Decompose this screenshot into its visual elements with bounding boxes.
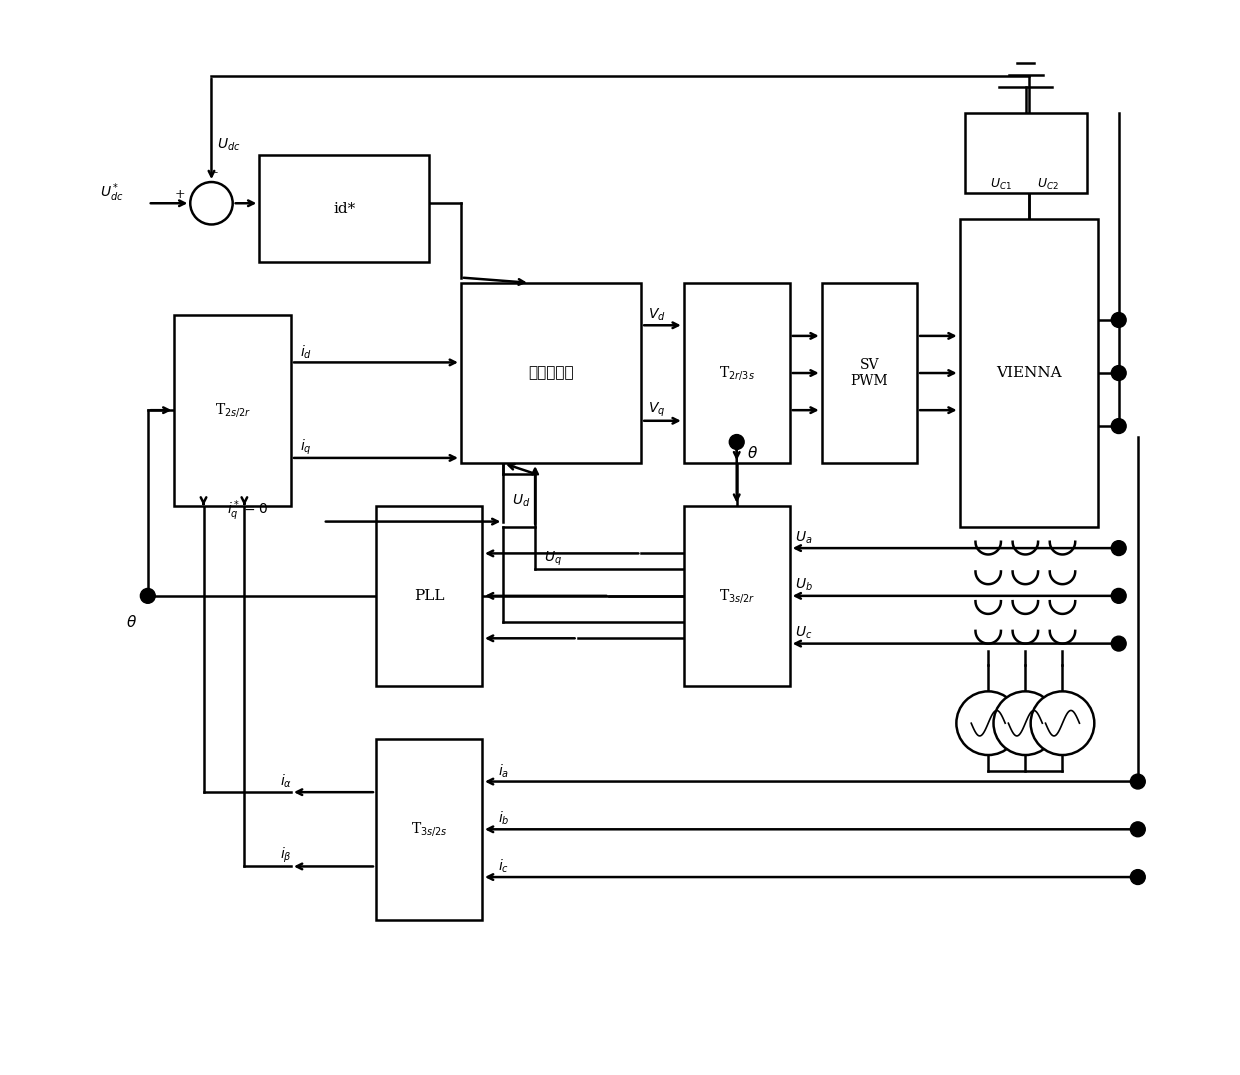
FancyBboxPatch shape [376,505,482,686]
Text: $U_q$: $U_q$ [543,549,562,568]
FancyBboxPatch shape [461,283,641,463]
Circle shape [1111,588,1126,603]
FancyBboxPatch shape [175,315,291,505]
FancyBboxPatch shape [822,283,918,463]
Text: $V_q$: $V_q$ [647,401,665,419]
Circle shape [993,691,1058,755]
Text: $U_b$: $U_b$ [795,577,813,593]
Text: $i_b$: $i_b$ [498,809,510,828]
Text: $U_d$: $U_d$ [512,492,531,508]
Circle shape [1111,541,1126,556]
Circle shape [1111,636,1126,651]
FancyBboxPatch shape [683,505,790,686]
Circle shape [1131,822,1146,836]
Text: $\theta$: $\theta$ [126,615,138,630]
Circle shape [140,588,155,603]
Text: +: + [175,188,185,201]
Circle shape [729,434,744,449]
Text: T$_{3s/2r}$: T$_{3s/2r}$ [719,587,755,605]
Circle shape [1030,691,1095,755]
Circle shape [190,182,233,225]
Text: T$_{2s/2r}$: T$_{2s/2r}$ [215,401,250,419]
FancyBboxPatch shape [259,156,429,261]
Text: $U_c$: $U_c$ [795,625,812,641]
Text: $i_c$: $i_c$ [498,858,510,875]
Circle shape [1111,313,1126,328]
Text: $U_a$: $U_a$ [795,529,812,546]
Text: VIENNA: VIENNA [996,366,1061,381]
Text: $U_{dc}$: $U_{dc}$ [217,137,241,153]
Circle shape [956,691,1021,755]
Text: id*: id* [334,201,355,216]
Text: $U_{C1}$: $U_{C1}$ [991,176,1013,191]
Text: PLL: PLL [414,589,444,603]
Text: $V_d$: $V_d$ [647,306,666,322]
Text: $i_d$: $i_d$ [300,343,311,360]
Text: 反推控制器: 反推控制器 [528,366,574,381]
Text: $U_{dc}^*$: $U_{dc}^*$ [100,182,124,204]
Text: $i_\alpha$: $i_\alpha$ [280,773,293,790]
FancyBboxPatch shape [376,740,482,919]
FancyBboxPatch shape [683,283,790,463]
Text: SV
PWM: SV PWM [851,358,888,388]
Text: $\theta$: $\theta$ [748,445,759,460]
FancyBboxPatch shape [960,219,1097,527]
Text: T$_{3s/2s}$: T$_{3s/2s}$ [410,820,448,838]
Text: $i_a$: $i_a$ [498,762,510,779]
Text: -: - [213,166,218,178]
Text: $U_{C2}$: $U_{C2}$ [1037,176,1059,191]
Text: $i_q$: $i_q$ [300,438,311,457]
Circle shape [1131,870,1146,885]
Text: $i_q^*=0$: $i_q^*=0$ [227,499,268,524]
Circle shape [1131,774,1146,789]
Circle shape [1111,366,1126,381]
FancyBboxPatch shape [965,113,1087,192]
Text: T$_{2r/3s}$: T$_{2r/3s}$ [719,364,755,382]
Text: $i_\beta$: $i_\beta$ [280,846,293,865]
Circle shape [1111,418,1126,433]
